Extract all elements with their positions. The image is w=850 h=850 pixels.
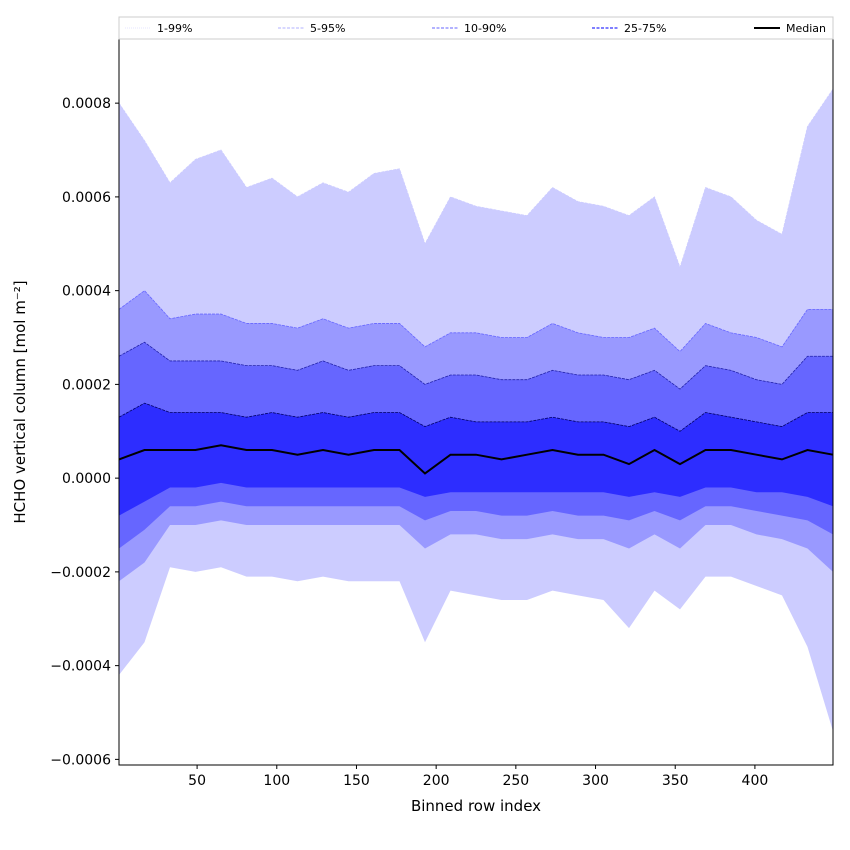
y-axis-label: HCHO vertical column [mol m⁻²]: [11, 280, 29, 523]
legend-label: 5-95%: [310, 22, 345, 35]
legend-label: 10-90%: [464, 22, 506, 35]
y-tick-label: 0.0002: [62, 377, 111, 393]
x-axis-label: Binned row index: [411, 797, 541, 815]
percentile-bands: [119, 89, 833, 732]
y-tick-label: 0.0004: [62, 284, 111, 300]
x-tick-label: 300: [582, 773, 609, 789]
y-tick-label: −0.0004: [50, 659, 111, 675]
y-tick-label: −0.0002: [50, 565, 111, 581]
x-tick-label: 100: [263, 773, 290, 789]
legend-box: [118, 16, 834, 40]
y-tick-label: −0.0006: [50, 752, 111, 768]
line-upper-10-90%: [118, 341, 833, 390]
x-tick-label: 200: [423, 773, 450, 789]
y-axis: −0.0006 −0.0004 −0.0002 0.0000 0.0002 0.0004 0…: [50, 96, 119, 768]
x-tick-label: 150: [343, 773, 370, 789]
x-axis: 50 100 150 200 250 300 350 400: [188, 765, 768, 789]
legend-label: 25-75%: [624, 22, 666, 35]
legend: 1-99% 5-95% 10-90% 25-75% Median: [118, 16, 834, 40]
legend-label: Median: [786, 22, 826, 35]
legend-label: 1-99%: [157, 22, 192, 35]
line-upper-25-75%: [118, 402, 833, 432]
y-tick-label: 0.0000: [62, 471, 111, 487]
line-upper-5-95%: [118, 290, 833, 353]
band-25-75%: [119, 403, 833, 516]
y-tick-label: 0.0006: [62, 190, 111, 206]
percentile-lines: [118, 88, 834, 475]
x-tick-label: 250: [502, 773, 529, 789]
x-tick-label: 350: [662, 773, 689, 789]
x-tick-label: 400: [742, 773, 769, 789]
median-line: [118, 444, 834, 475]
line-upper-1-99%: [118, 88, 834, 269]
x-tick-label: 50: [188, 773, 206, 789]
y-tick-label: 0.0008: [62, 96, 111, 112]
